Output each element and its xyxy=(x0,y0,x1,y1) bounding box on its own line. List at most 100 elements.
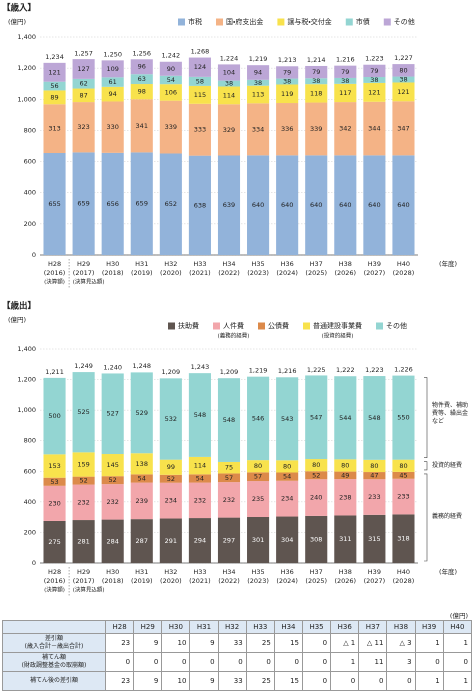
x-tick-label: H38 xyxy=(339,568,352,576)
segment-label: 57 xyxy=(254,473,262,481)
segment-label: 38 xyxy=(225,80,233,88)
segment-label: 640 xyxy=(397,201,409,209)
segment-label: 127 xyxy=(77,65,89,73)
row-label: 補てん後の差引額 xyxy=(2,671,106,691)
segment-label: 334 xyxy=(252,125,264,133)
segment-label: 38 xyxy=(341,77,349,85)
segment-label: 330 xyxy=(106,123,118,131)
bar-segment xyxy=(217,104,241,156)
x-year-label: (2017) xyxy=(73,577,95,585)
x-year-label: (2025) xyxy=(305,577,327,585)
bar-segment xyxy=(305,515,328,563)
column-header: H38 xyxy=(386,620,416,634)
bar-segment xyxy=(72,152,95,255)
segment-label: 294 xyxy=(194,537,206,545)
total-label: 1,209 xyxy=(220,368,239,376)
segment-label: 234 xyxy=(281,495,293,503)
total-label: 1,257 xyxy=(74,49,93,57)
column-header: H35 xyxy=(301,620,332,634)
segment-label: 546 xyxy=(252,414,264,422)
bar-segment xyxy=(130,74,153,85)
column-header: H37 xyxy=(358,620,388,634)
segment-label: 89 xyxy=(50,93,58,101)
segment-label: 80 xyxy=(370,462,378,470)
bar-segment xyxy=(305,102,328,156)
total-label: 1,214 xyxy=(307,56,326,64)
legend-label: 普通建設事業費 xyxy=(313,321,362,330)
segment-label: 544 xyxy=(339,414,351,422)
segment-label: 94 xyxy=(109,90,117,98)
total-label: 1,250 xyxy=(103,50,122,58)
table-cell: 1 xyxy=(414,671,444,691)
table-cell: 11 xyxy=(358,652,388,672)
bar-segment xyxy=(101,77,124,87)
segment-label: 640 xyxy=(252,201,264,209)
column-header: H36 xyxy=(330,620,360,634)
bar-segment xyxy=(101,86,124,102)
bar-segment xyxy=(217,86,241,105)
y-tick-label: 200 xyxy=(24,220,36,228)
bar-segment xyxy=(392,375,415,460)
x-year-label: (2019) xyxy=(131,269,153,277)
bar-segment xyxy=(130,474,153,483)
bar-segment xyxy=(72,476,95,485)
segment-label: 527 xyxy=(106,410,118,418)
segment-label: 118 xyxy=(310,89,322,97)
x-unit: (年度) xyxy=(439,259,457,268)
x-year-label: (2023) xyxy=(247,269,269,277)
x-tick-label: H33 xyxy=(193,260,206,268)
legend-label: 扶助費 xyxy=(178,321,199,330)
bar-segment xyxy=(392,82,415,102)
segment-label: 547 xyxy=(310,413,322,421)
bar-segment xyxy=(159,84,182,101)
segment-label: 63 xyxy=(138,75,146,83)
legend-note: (投資的経費) xyxy=(322,332,354,340)
x-year-label: (2017) xyxy=(73,269,95,277)
segment-label: 57 xyxy=(225,474,233,482)
segment-label: 339 xyxy=(310,125,322,133)
total-label: 1,211 xyxy=(45,368,64,376)
total-label: 1,256 xyxy=(132,49,151,57)
bracket xyxy=(424,473,428,562)
segment-label: 318 xyxy=(397,535,409,543)
bar-segment xyxy=(363,472,386,480)
segment-label: 54 xyxy=(196,474,204,482)
bar-segment xyxy=(217,517,241,563)
bar-segment xyxy=(247,472,270,482)
bar-segment xyxy=(130,482,153,520)
segment-label: 80 xyxy=(254,462,262,470)
table-cell: 25 xyxy=(245,633,275,653)
segment-label: 80 xyxy=(399,462,407,470)
bar-segment xyxy=(130,519,153,563)
y-tick-label: 1,200 xyxy=(17,376,36,384)
bar-segment xyxy=(72,59,95,79)
x-tick-label: H32 xyxy=(164,260,177,268)
total-label: 1,268 xyxy=(191,48,210,56)
table-cell: 9 xyxy=(133,671,163,691)
segment-label: 640 xyxy=(339,201,351,209)
table-cell: 0 xyxy=(414,652,444,672)
row-label: 差引額 (歳入合計－歳出合計) xyxy=(2,633,106,653)
x-tick-label: H28 xyxy=(48,568,61,576)
bar-segment xyxy=(247,79,270,86)
total-label: 1,226 xyxy=(394,366,413,374)
bar-segment xyxy=(363,376,386,460)
x-tick-label: H35 xyxy=(251,568,264,576)
bracket xyxy=(424,377,428,458)
segment-label: 38 xyxy=(399,76,407,84)
x-tick-label: H40 xyxy=(397,260,410,268)
bar-segment xyxy=(43,477,66,486)
segment-label: 532 xyxy=(165,415,177,423)
segment-label: 159 xyxy=(77,460,89,468)
x-tick-label: H29 xyxy=(77,568,90,576)
table-cell: 33 xyxy=(217,671,247,691)
bar-segment xyxy=(188,373,211,457)
table-cell: 0 xyxy=(301,633,332,653)
x-unit: (年度) xyxy=(439,567,457,576)
segment-label: 62 xyxy=(79,80,87,88)
segment-label: 49 xyxy=(341,471,349,479)
bar-segment xyxy=(217,80,241,87)
bar-segment xyxy=(305,375,328,460)
